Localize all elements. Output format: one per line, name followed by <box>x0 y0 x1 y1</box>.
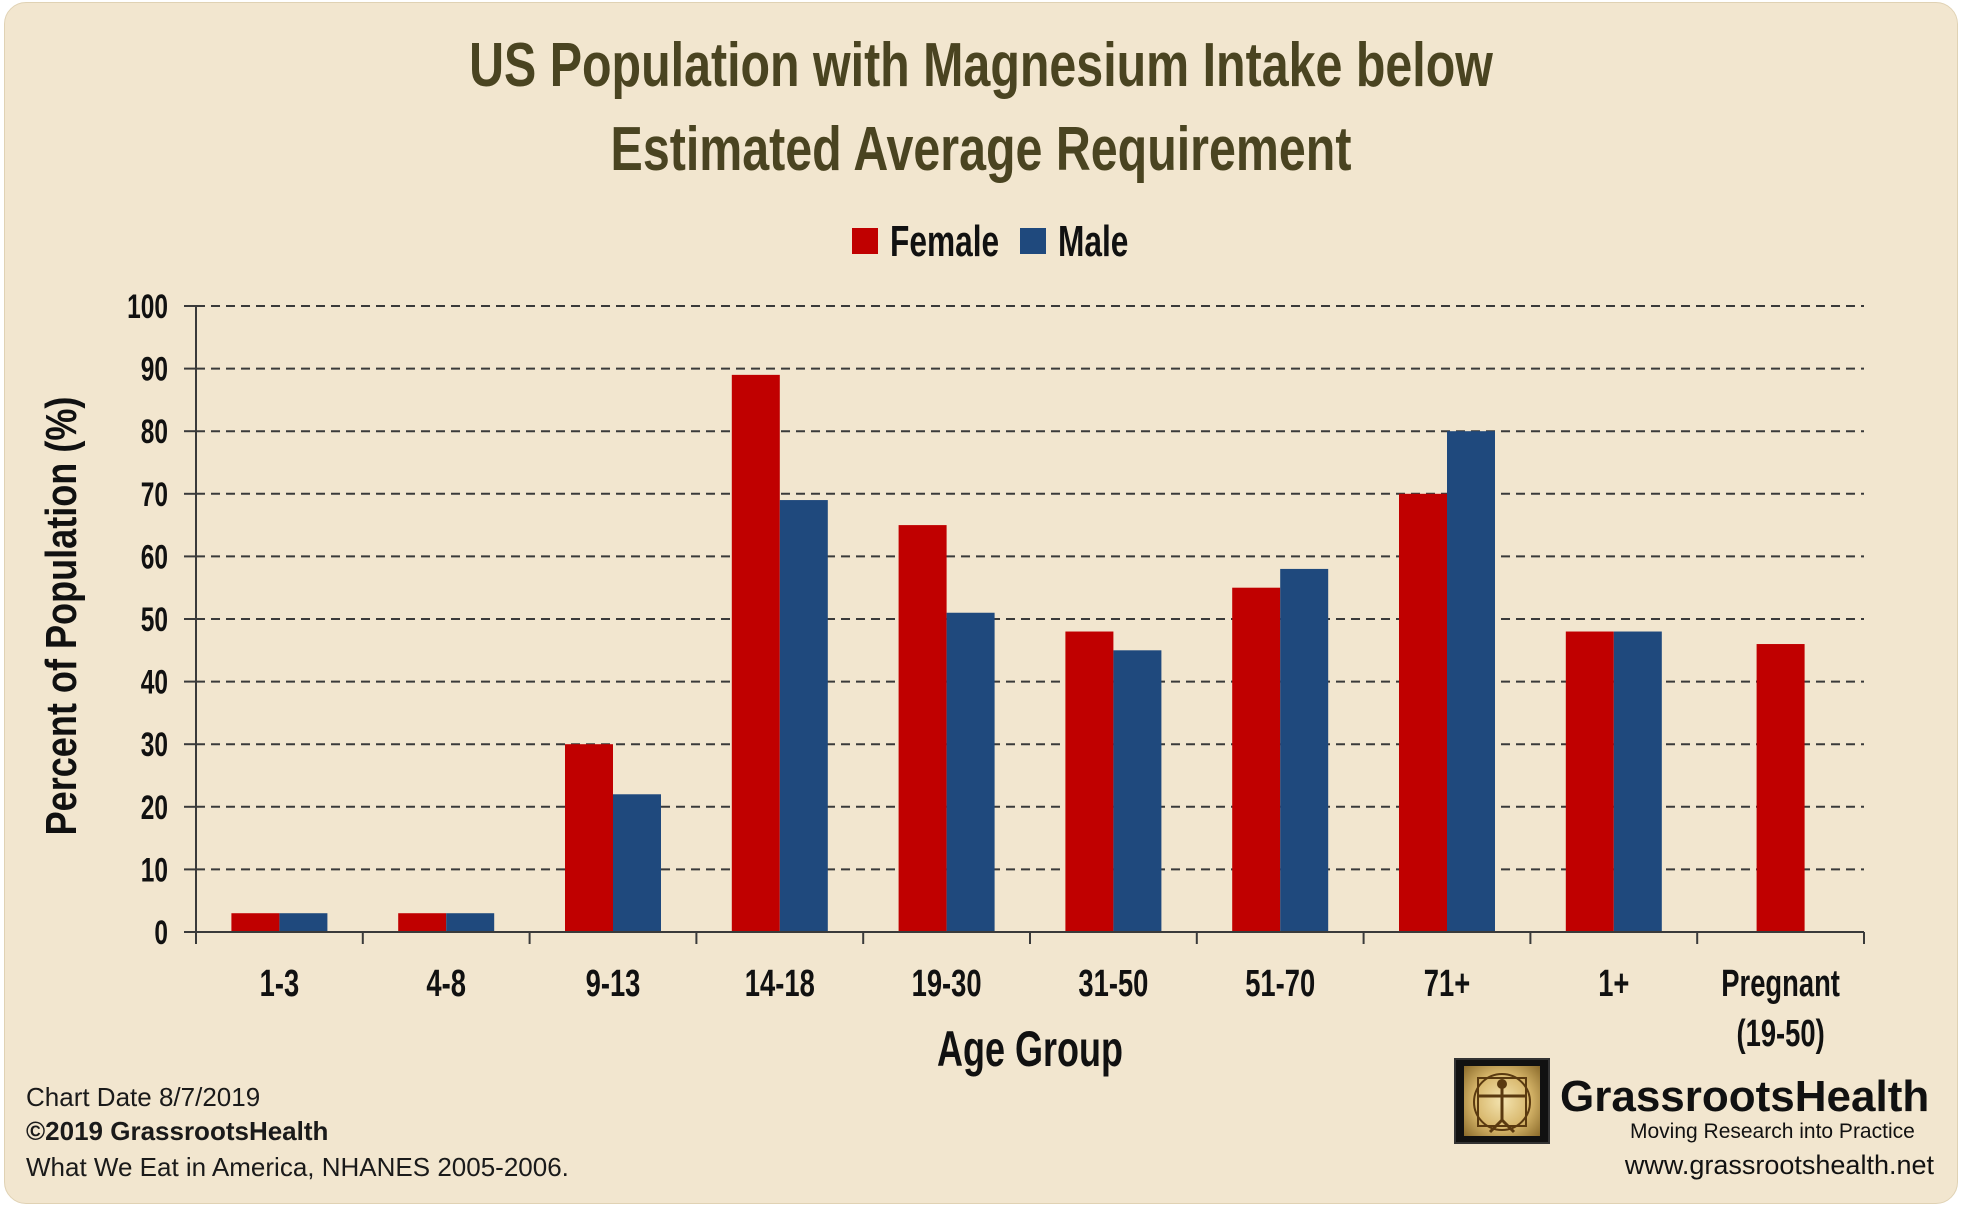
bar-female <box>1399 493 1447 932</box>
bar-male <box>1447 431 1495 932</box>
y-axis-label: Percent of Population (%) <box>37 397 86 836</box>
x-tick-label: 51-70 <box>1245 963 1315 1005</box>
y-tick-label: 10 <box>141 852 168 890</box>
axes <box>195 306 1865 944</box>
bar-male <box>1113 650 1162 932</box>
y-tick-labels: 0 10 20 30 40 50 60 70 80 90 100 <box>127 288 168 952</box>
bar-male <box>1613 631 1662 932</box>
x-tick-label: Pregnant <box>1721 963 1840 1005</box>
x-tick-labels: 1-3 4-8 9-13 14-18 19-30 31-50 51-70 71+ 1+ Pregn… <box>260 963 1840 1055</box>
x-tick-label: 19-30 <box>912 963 982 1005</box>
chart-title-line-2: Estimated Average Requirement <box>610 115 1352 184</box>
y-tick-label: 20 <box>141 789 168 827</box>
brand-tagline: Moving Research into Practice <box>1630 1120 1915 1143</box>
bar-male <box>446 913 495 932</box>
x-axis-label: Age Group <box>937 1022 1123 1077</box>
legend: Female Male <box>852 217 1128 266</box>
bar-male <box>613 794 661 932</box>
legend-swatch-male <box>1020 228 1046 254</box>
bar-male <box>946 612 995 932</box>
chart-title-line-1: US Population with Magnesium Intake belo… <box>469 31 1493 100</box>
gridlines <box>184 305 1864 933</box>
bar-female <box>1756 644 1805 932</box>
y-tick-label: 50 <box>141 601 168 639</box>
x-tick-label: 14-18 <box>745 963 815 1005</box>
vitruvian-logo-icon <box>1454 1058 1550 1144</box>
y-tick-label: 30 <box>141 726 168 764</box>
legend-label-male: Male <box>1058 217 1128 266</box>
x-tick-label: 31-50 <box>1078 963 1148 1005</box>
bar-female <box>398 913 447 932</box>
x-tick-label: (19-50) <box>1737 1013 1825 1055</box>
copyright: ©2019 GrassrootsHealth <box>26 1116 329 1146</box>
y-tick-label: 70 <box>141 476 168 514</box>
brand-name: GrassrootsHealth <box>1560 1072 1930 1121</box>
y-tick-label: 60 <box>141 539 168 577</box>
bar-male <box>779 500 828 932</box>
bar-male <box>279 913 328 932</box>
x-tick-label: 1-3 <box>260 963 300 1005</box>
bar-male <box>1280 568 1329 932</box>
y-tick-label: 100 <box>127 288 168 326</box>
x-tick-label: 1+ <box>1598 963 1629 1005</box>
bar-female <box>731 374 780 932</box>
bar-female <box>231 913 280 932</box>
legend-swatch-female <box>852 228 878 254</box>
x-tick-label: 71+ <box>1424 963 1470 1005</box>
website-link[interactable]: www.grassrootshealth.net <box>1624 1150 1934 1180</box>
bar-female <box>1565 631 1614 932</box>
x-tick-label: 4-8 <box>426 963 466 1005</box>
y-tick-label: 0 <box>154 914 168 952</box>
y-tick-label: 40 <box>141 664 168 702</box>
y-tick-label: 80 <box>141 413 168 451</box>
legend-label-female: Female <box>890 217 999 266</box>
source-note: What We Eat in America, NHANES 2005-2006… <box>26 1152 569 1182</box>
chart-date: Chart Date 8/7/2019 <box>26 1082 261 1112</box>
bar-female <box>898 525 947 932</box>
y-tick-label: 90 <box>141 351 168 389</box>
bar-female <box>1232 587 1281 932</box>
bar-female <box>1065 631 1114 932</box>
x-tick-label: 9-13 <box>586 963 641 1005</box>
chart-card <box>4 2 1958 1204</box>
bars <box>231 374 1805 932</box>
bar-female <box>565 744 613 932</box>
